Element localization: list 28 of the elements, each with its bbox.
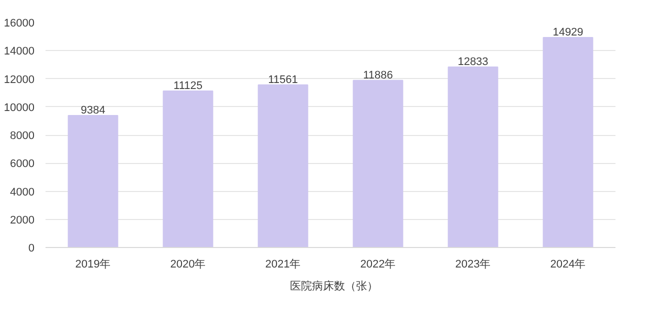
- y-tick-label: 14000: [4, 46, 35, 58]
- bar: [542, 37, 594, 248]
- y-tick-label: 8000: [10, 130, 35, 142]
- x-tick-label: 2019年: [75, 258, 111, 270]
- x-tick-label: 2023年: [455, 258, 491, 270]
- bar: [258, 84, 308, 248]
- text: 医院病床数（张）: [290, 279, 378, 294]
- bar: [352, 80, 404, 248]
- data-label: 11886: [363, 69, 393, 82]
- x-tick-label: 2020年: [170, 258, 206, 270]
- x-tick-label: 2024年: [550, 258, 586, 270]
- y-tick-label: 4000: [10, 186, 35, 198]
- y-tick-label: 6000: [10, 158, 35, 170]
- y-tick-label: 2000: [10, 214, 35, 226]
- bar: [162, 90, 214, 248]
- data-label: 11125: [174, 80, 202, 92]
- bar: [68, 115, 118, 248]
- y-tick-label: 16000: [4, 18, 35, 30]
- data-label: 14929: [552, 26, 584, 39]
- y-tick-label: 10000: [4, 102, 35, 114]
- x-tick-label: 2022年: [360, 258, 396, 270]
- bar: [448, 66, 498, 248]
- y-tick-label: 0: [28, 242, 35, 254]
- data-label: 11561: [268, 74, 298, 86]
- data-label: 9384: [80, 104, 106, 117]
- y-tick-label: 12000: [4, 74, 35, 86]
- x-tick-label: 2021年: [265, 258, 301, 270]
- data-label: 12833: [458, 56, 488, 68]
